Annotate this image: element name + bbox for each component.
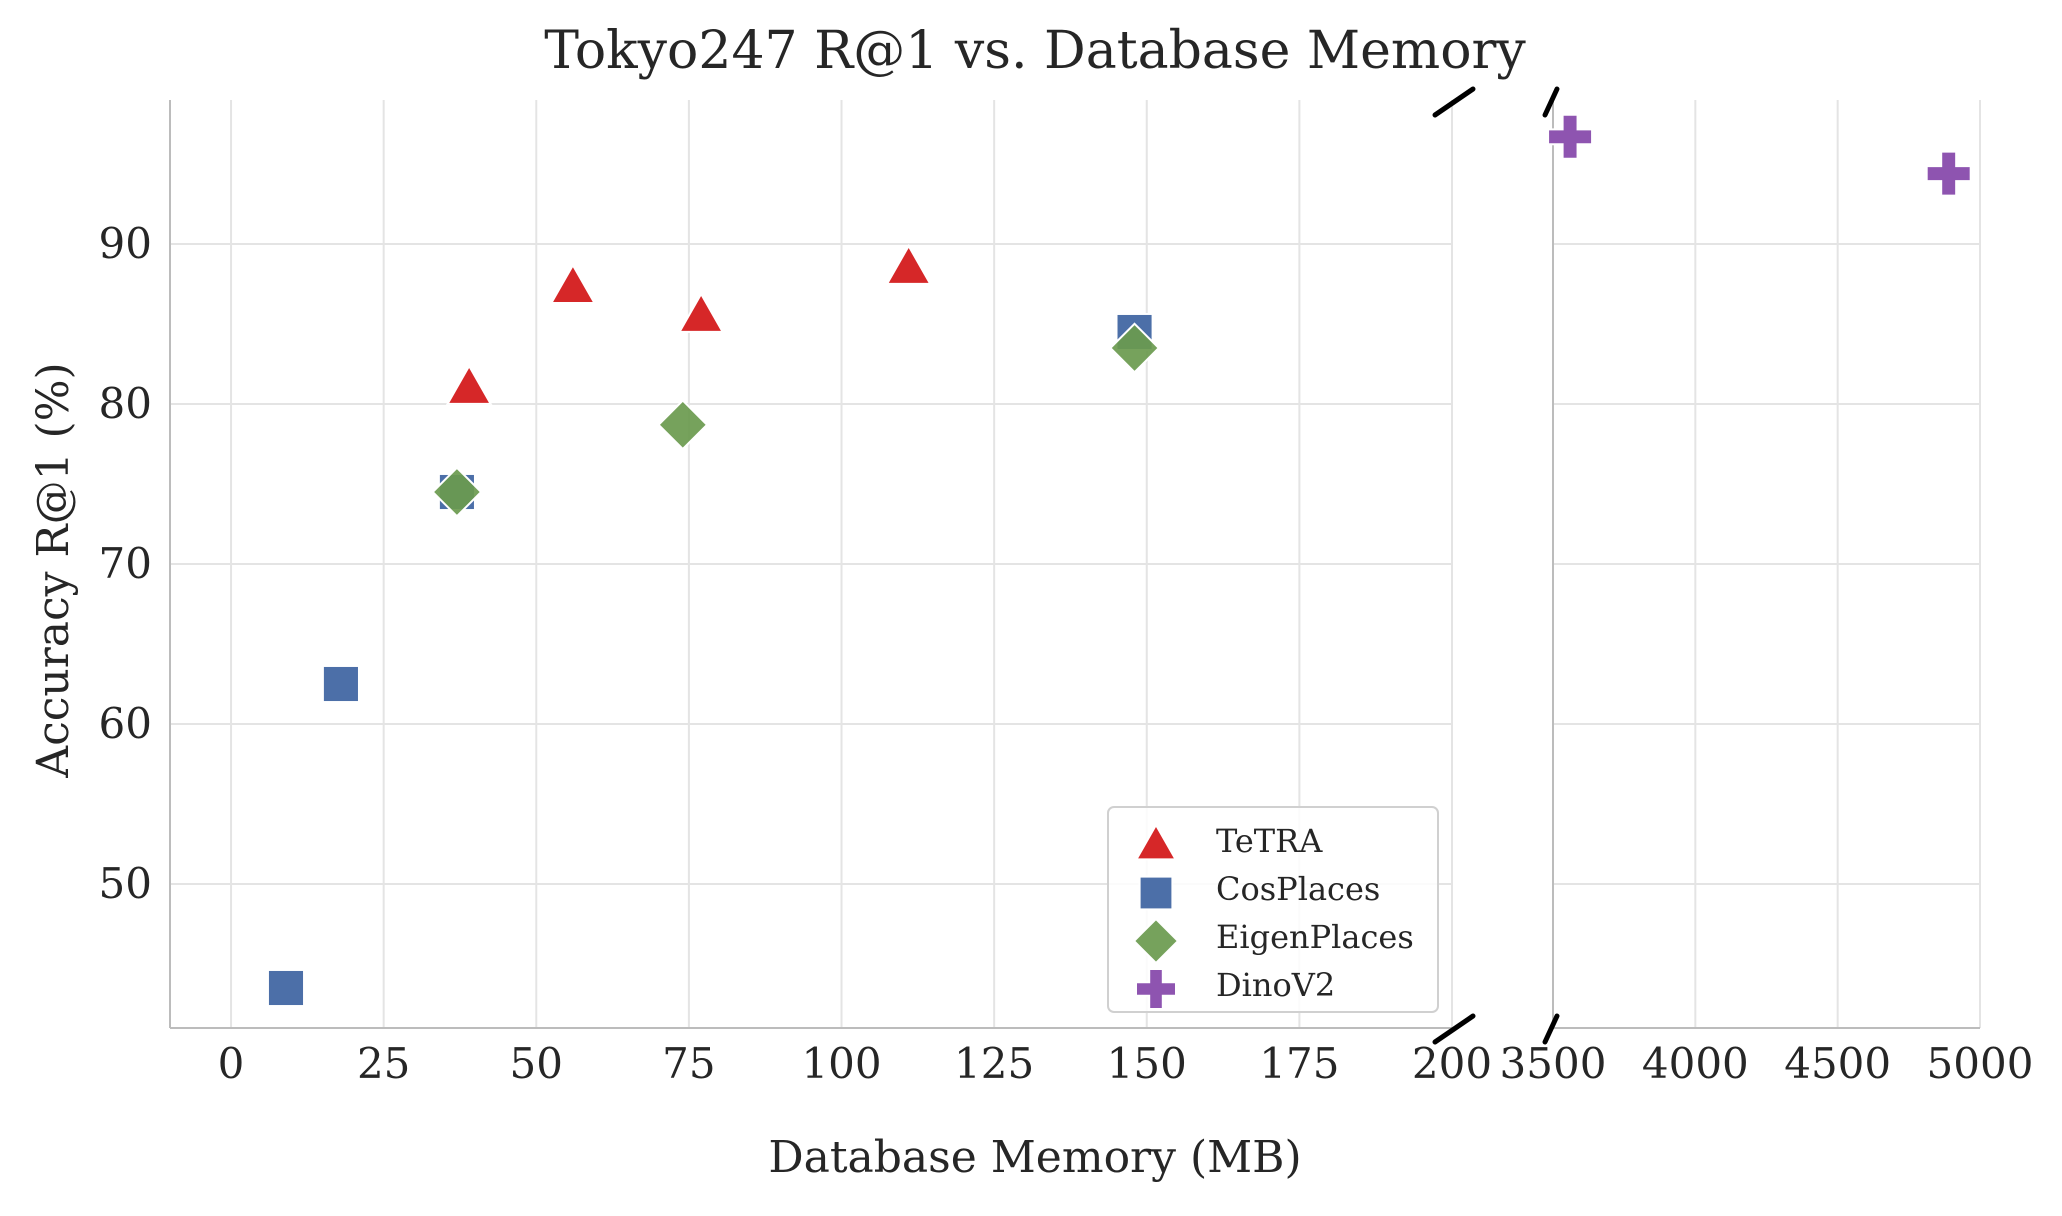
x-tick-label: 4500: [1784, 1039, 1891, 1088]
x-tick-label: 0: [218, 1039, 245, 1088]
x-tick-label: 200: [1412, 1039, 1492, 1088]
x-tick-label: 175: [1259, 1039, 1339, 1088]
grid-lines: [170, 100, 1981, 1028]
x-tick-label: 75: [662, 1039, 715, 1088]
legend-label-tetra: TeTRA: [1216, 822, 1323, 860]
axis-break-mark: [1432, 1013, 1476, 1045]
eigenplaces-point: [1108, 322, 1161, 374]
legend: TeTRA CosPlaces EigenPlaces DinoV2: [1107, 806, 1439, 1013]
legend-label-dinov2: DinoV2: [1216, 966, 1335, 1004]
data-points: [266, 113, 1972, 1008]
tetra-point: [549, 263, 597, 305]
chart-title: Tokyo247 R@1 vs. Database Memory: [544, 21, 1526, 81]
legend-marker-tetra: [1134, 822, 1178, 861]
tetra-point: [885, 243, 932, 285]
eigenplaces-point: [657, 399, 709, 451]
x-tick-label: 100: [801, 1039, 881, 1088]
legend-label-eigenplaces: EigenPlaces: [1216, 918, 1414, 956]
legend-marker-cosplaces: [1138, 875, 1174, 911]
y-axis-title: Accuracy R@1 (%): [28, 362, 79, 778]
y-tick-label: 60: [99, 699, 152, 748]
legend-marker-dinov2: [1135, 968, 1177, 1010]
axis-spines: [169, 100, 1980, 1029]
legend-box: [1107, 806, 1439, 1013]
axis-break-mark: [1542, 1013, 1560, 1045]
x-axis-title: Database Memory (MB): [768, 1132, 1301, 1183]
legend-label-cosplaces: CosPlaces: [1216, 870, 1380, 908]
dinov2-point: [1547, 113, 1594, 160]
eigenplaces-point: [431, 466, 483, 518]
x-tick-label: 150: [1107, 1039, 1187, 1088]
tetra-point: [445, 363, 493, 405]
x-tick-label: 3500: [1500, 1039, 1607, 1088]
cosplaces-point: [321, 664, 360, 704]
cosplaces-point: [266, 968, 306, 1008]
axis-break-marks: [1432, 86, 1560, 1045]
x-tick-label: 4000: [1642, 1039, 1749, 1088]
y-tick-label: 70: [99, 539, 152, 588]
tetra-point: [677, 291, 725, 333]
legend-marker-eigenplaces: [1132, 917, 1180, 965]
x-tick-label: 125: [954, 1039, 1034, 1088]
axis-break-mark: [1542, 86, 1560, 118]
x-tick-label: 5000: [1927, 1039, 2034, 1088]
tick-labels: 50 60 70 80 90 0 25 50 75 100 125 150 175 200 3500 4000…: [99, 219, 2034, 1088]
axis-break-mark: [1432, 86, 1476, 118]
x-tick-label: 50: [510, 1039, 563, 1088]
y-tick-label: 90: [99, 219, 152, 268]
x-tick-label: 25: [357, 1039, 410, 1088]
y-tick-label: 80: [99, 379, 152, 428]
dinov2-point: [1925, 150, 1972, 197]
y-tick-label: 50: [99, 859, 152, 908]
